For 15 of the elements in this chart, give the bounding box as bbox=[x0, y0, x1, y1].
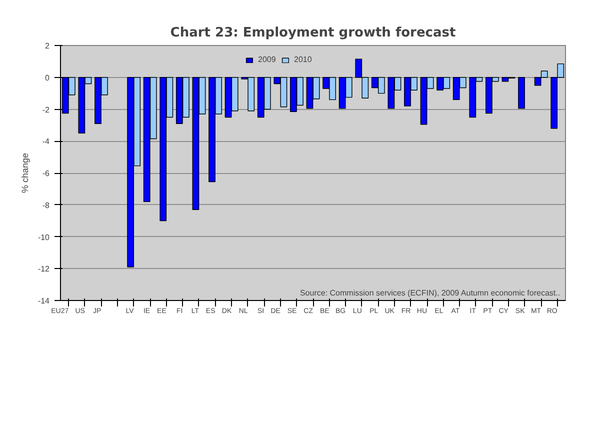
y-tick-label: -8 bbox=[42, 200, 50, 210]
y-tick-label: -4 bbox=[42, 137, 50, 146]
annotation: Source: Commission services (ECFIN), 2009 Autumn economic forecast.. bbox=[300, 288, 560, 298]
y-tick-label: -6 bbox=[42, 169, 50, 178]
y-tick-label: 2 bbox=[45, 42, 50, 50]
y-axis-title: % change bbox=[20, 152, 30, 194]
y-tick-label: -14 bbox=[38, 296, 50, 306]
bar bbox=[518, 77, 525, 109]
y-tick-label: -12 bbox=[38, 264, 50, 274]
legend-label: 2010 bbox=[294, 55, 313, 64]
y-tick-label: 0 bbox=[45, 73, 50, 82]
chart-title: Chart 23: Employment growth forecast bbox=[170, 26, 456, 40]
y-tick-label: -10 bbox=[38, 232, 50, 242]
y-tick-label: -2 bbox=[42, 105, 50, 114]
legend-label: 2009 bbox=[258, 55, 277, 64]
